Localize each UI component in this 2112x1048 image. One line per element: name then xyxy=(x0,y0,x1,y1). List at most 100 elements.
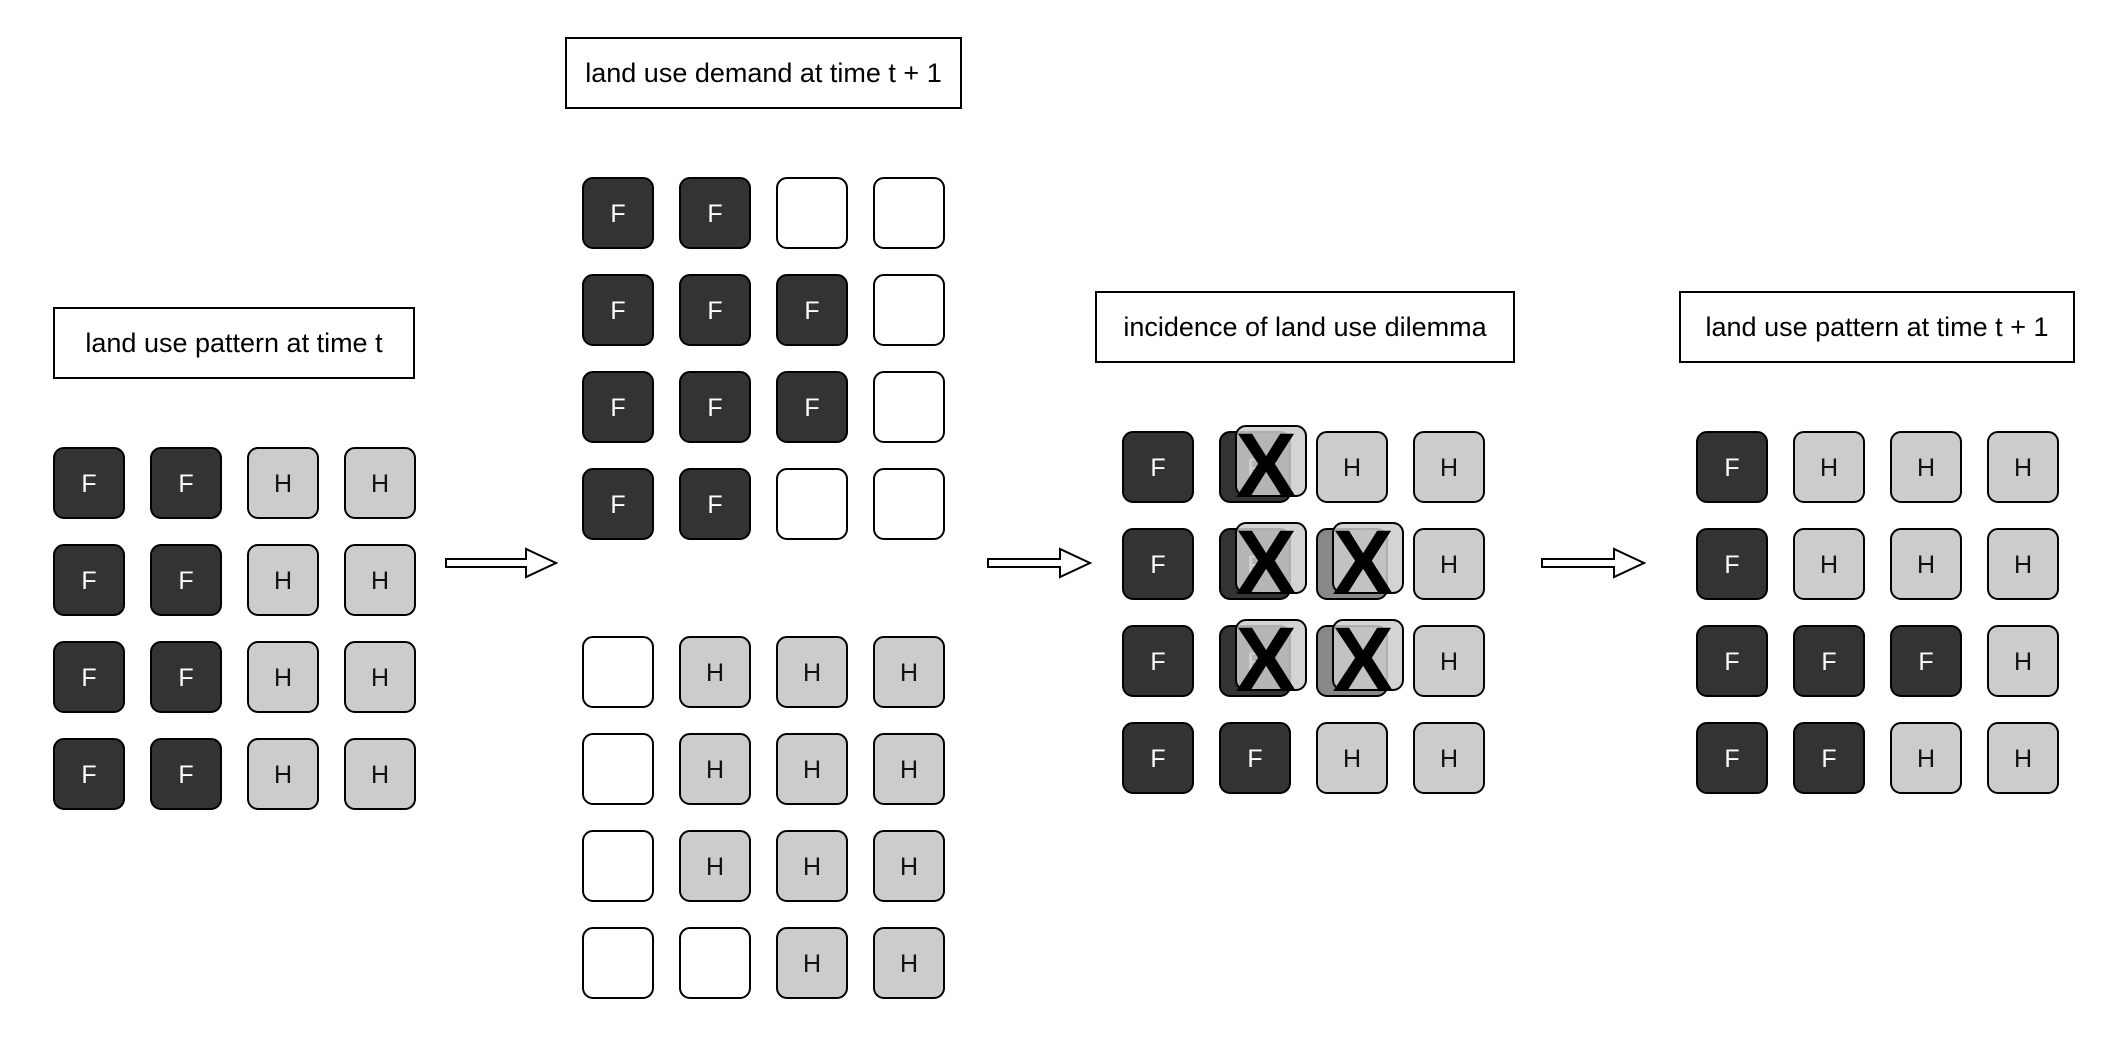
housing-cell-shape xyxy=(1793,528,1865,600)
pattern-t-grid0-cell-r1c3: H xyxy=(344,544,416,616)
housing-cell-label: H xyxy=(2014,745,2032,773)
empty-cell-shape xyxy=(776,177,848,249)
pattern-t-grid0-cell-r0c0: F xyxy=(53,447,125,519)
forest-cell-shape xyxy=(1122,431,1194,503)
demand-t1-grid0-cell-r0c0: F xyxy=(582,177,654,249)
housing-cell-shape xyxy=(1987,431,2059,503)
empty-cell-shape xyxy=(582,927,654,999)
housing-cell-label: H xyxy=(803,756,821,784)
conflict-overlap-tile xyxy=(1235,619,1307,691)
demand-t1-grid1-cell-r1c0 xyxy=(582,733,654,805)
forest-cell-label: F xyxy=(707,297,722,325)
forest-cell-shape xyxy=(1122,625,1194,697)
pattern-t1-grid0-cell-r3c2: H xyxy=(1890,722,1962,794)
empty-cell-shape xyxy=(582,733,654,805)
demand-t1-grid0-cell-r1c2: F xyxy=(776,274,848,346)
housing-cell-label: H xyxy=(2014,551,2032,579)
forest-cell-label: F xyxy=(610,200,625,228)
housing-cell-shape xyxy=(1413,625,1485,697)
forest-cell-label: F xyxy=(178,664,193,692)
pattern-t1-grid0-cell-r3c3: H xyxy=(1987,722,2059,794)
housing-cell-shape xyxy=(344,641,416,713)
conflict-x-mark: X xyxy=(1235,415,1296,517)
forest-cell-shape xyxy=(53,738,125,810)
pattern-t-grid0-cell-r1c1: F xyxy=(150,544,222,616)
housing-cell-label: H xyxy=(371,567,389,595)
demand-t1-grid1-cell-r2c1: H xyxy=(679,830,751,902)
forest-cell-shape xyxy=(1793,722,1865,794)
forest-cell-label: F xyxy=(1150,745,1165,773)
forest-cell-label: F xyxy=(1150,454,1165,482)
pattern-t-grid0-cell-r3c1: F xyxy=(150,738,222,810)
housing-cell-shape xyxy=(1413,528,1485,600)
housing-cell-shape xyxy=(679,733,751,805)
demand-t1-grid1-cell-r2c0 xyxy=(582,830,654,902)
forest-cell-label: F xyxy=(178,470,193,498)
forest-cell-label: F xyxy=(178,761,193,789)
forest-cell-label: F xyxy=(804,394,819,422)
forest-cell-label: F xyxy=(1821,745,1836,773)
forest-cell-label: F xyxy=(707,200,722,228)
housing-cell-label: H xyxy=(274,470,292,498)
pattern-t1-grid0-cell-r3c1: F xyxy=(1793,722,1865,794)
housing-cell-label: H xyxy=(1440,454,1458,482)
empty-cell-shape xyxy=(582,636,654,708)
forest-cell-label: F xyxy=(1247,745,1262,773)
dilemma-grid0-cell-r3c2: H xyxy=(1316,722,1388,794)
housing-cell-label: H xyxy=(803,853,821,881)
housing-cell-shape xyxy=(247,738,319,810)
housing-cell-shape xyxy=(1890,528,1962,600)
dilemma-grid0-cell-r3c0: F xyxy=(1122,722,1194,794)
demand-t1-grid1-cell-r2c3: H xyxy=(873,830,945,902)
forest-cell-shape xyxy=(1890,625,1962,697)
housing-cell-shape xyxy=(873,927,945,999)
pattern-t-title-box xyxy=(53,307,415,379)
housing-cell-shape xyxy=(1987,528,2059,600)
housing-cell-shape xyxy=(1987,625,2059,697)
forest-cell-label: F xyxy=(707,394,722,422)
housing-cell-shape xyxy=(873,733,945,805)
housing-cell-shape xyxy=(873,636,945,708)
forest-cell-shape xyxy=(1696,722,1768,794)
housing-cell-shape xyxy=(1890,722,1962,794)
demand-t1-grid0-cell-r3c0: F xyxy=(582,468,654,540)
forest-cell-label: F xyxy=(1724,648,1739,676)
forest-cell-shape xyxy=(150,738,222,810)
housing-cell-label: H xyxy=(274,761,292,789)
arrow-demand-t1-to-dilemma xyxy=(987,547,1093,579)
housing-cell-label: H xyxy=(803,950,821,978)
dilemma-grid0-cell-r0c3: H xyxy=(1413,431,1485,503)
housing-cell-label: H xyxy=(706,659,724,687)
housing-cell-label: H xyxy=(1917,745,1935,773)
housing-cell-label: H xyxy=(274,567,292,595)
forest-cell-label: F xyxy=(707,491,722,519)
pattern-t-title: land use pattern at time t xyxy=(85,328,383,358)
housing-cell-shape xyxy=(1890,431,1962,503)
forest-cell-shape xyxy=(150,447,222,519)
housing-cell-label: H xyxy=(1820,551,1838,579)
forest-cell-shape xyxy=(1696,528,1768,600)
pattern-t1-grid0-cell-r1c1: H xyxy=(1793,528,1865,600)
housing-cell-label: H xyxy=(1343,454,1361,482)
dilemma-grid0-cell-r1c0: F xyxy=(1122,528,1194,600)
demand-t1-grid1-cell-r0c0 xyxy=(582,636,654,708)
demand-t1-grid1-cell-r2c2: H xyxy=(776,830,848,902)
forest-cell-shape xyxy=(776,371,848,443)
demand-t1-grid1-cell-r1c3: H xyxy=(873,733,945,805)
pattern-t1-grid0-cell-r2c2: F xyxy=(1890,625,1962,697)
pattern-t-grid0-cell-r3c2: H xyxy=(247,738,319,810)
housing-cell-shape xyxy=(247,544,319,616)
forest-cell-label: F xyxy=(1918,648,1933,676)
demand-t1-title: land use demand at time t + 1 xyxy=(585,58,941,88)
housing-cell-label: H xyxy=(371,470,389,498)
conflict-overlap-tile xyxy=(1235,522,1307,594)
housing-cell-shape xyxy=(1987,722,2059,794)
empty-cell-shape xyxy=(679,927,751,999)
empty-cell-shape xyxy=(873,371,945,443)
forest-cell-shape xyxy=(582,371,654,443)
housing-cell-shape xyxy=(776,733,848,805)
housing-cell-label: H xyxy=(1917,454,1935,482)
forest-cell-shape xyxy=(53,544,125,616)
forest-cell-label: F xyxy=(81,470,96,498)
pattern-t1-grid0-cell-r2c1: F xyxy=(1793,625,1865,697)
